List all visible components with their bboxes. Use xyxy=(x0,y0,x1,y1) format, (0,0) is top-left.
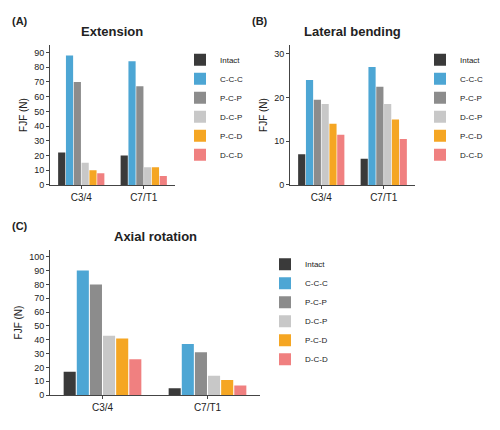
svg-text:10: 10 xyxy=(34,376,44,386)
svg-text:20: 20 xyxy=(34,363,44,373)
svg-text:C3/4: C3/4 xyxy=(311,192,333,203)
svg-text:60: 60 xyxy=(34,307,44,317)
svg-text:P-C-P: P-C-P xyxy=(220,94,242,103)
svg-text:40: 40 xyxy=(34,121,44,131)
svg-text:P-C-P: P-C-P xyxy=(460,94,482,103)
svg-text:50: 50 xyxy=(34,107,44,117)
svg-text:Lateral bending: Lateral bending xyxy=(304,24,401,39)
svg-text:70: 70 xyxy=(34,293,44,303)
svg-text:D-C-P: D-C-P xyxy=(220,113,242,122)
svg-text:D-C-D: D-C-D xyxy=(220,151,243,160)
svg-text:30: 30 xyxy=(34,349,44,359)
svg-text:C3/4: C3/4 xyxy=(71,192,93,203)
svg-text:P-C-D: P-C-D xyxy=(220,132,242,141)
svg-text:FJF (N): FJF (N) xyxy=(258,98,269,132)
svg-text:50: 50 xyxy=(34,321,44,331)
svg-text:20: 20 xyxy=(274,93,284,103)
svg-text:C-C-C: C-C-C xyxy=(305,279,328,288)
svg-text:20: 20 xyxy=(34,151,44,161)
svg-text:(B): (B) xyxy=(252,15,268,27)
svg-text:Intact: Intact xyxy=(305,260,325,269)
svg-text:Intact: Intact xyxy=(460,56,480,65)
svg-text:C7/T1: C7/T1 xyxy=(130,192,158,203)
svg-text:70: 70 xyxy=(34,77,44,87)
svg-text:FJF (N): FJF (N) xyxy=(13,306,24,340)
svg-text:30: 30 xyxy=(34,136,44,146)
svg-text:Axial rotation: Axial rotation xyxy=(114,229,197,244)
svg-text:80: 80 xyxy=(34,280,44,290)
svg-text:Intact: Intact xyxy=(220,56,240,65)
svg-text:P-C-D: P-C-D xyxy=(305,336,327,345)
svg-text:C-C-C: C-C-C xyxy=(460,75,483,84)
svg-text:30: 30 xyxy=(274,49,284,59)
svg-text:100: 100 xyxy=(29,252,44,262)
svg-text:C-C-C: C-C-C xyxy=(220,75,243,84)
svg-text:0: 0 xyxy=(39,390,44,400)
svg-text:40: 40 xyxy=(34,335,44,345)
svg-text:Extension: Extension xyxy=(81,24,143,39)
svg-text:D-C-D: D-C-D xyxy=(305,355,328,364)
svg-text:10: 10 xyxy=(34,165,44,175)
svg-text:(A): (A) xyxy=(12,15,28,27)
svg-text:C7/T1: C7/T1 xyxy=(370,192,398,203)
svg-text:90: 90 xyxy=(34,266,44,276)
svg-text:D-C-P: D-C-P xyxy=(460,113,482,122)
svg-text:FJF (N): FJF (N) xyxy=(18,98,29,132)
svg-text:0: 0 xyxy=(279,180,284,190)
svg-text:0: 0 xyxy=(39,180,44,190)
svg-text:80: 80 xyxy=(34,62,44,72)
svg-text:10: 10 xyxy=(274,136,284,146)
svg-text:P-C-D: P-C-D xyxy=(460,132,482,141)
svg-text:(C): (C) xyxy=(12,220,28,232)
svg-text:60: 60 xyxy=(34,92,44,102)
svg-text:90: 90 xyxy=(34,48,44,58)
svg-text:C3/4: C3/4 xyxy=(92,402,114,413)
svg-text:C7/T1: C7/T1 xyxy=(194,402,222,413)
svg-text:D-C-D: D-C-D xyxy=(460,151,483,160)
svg-text:D-C-P: D-C-P xyxy=(305,317,327,326)
svg-text:P-C-P: P-C-P xyxy=(305,298,327,307)
